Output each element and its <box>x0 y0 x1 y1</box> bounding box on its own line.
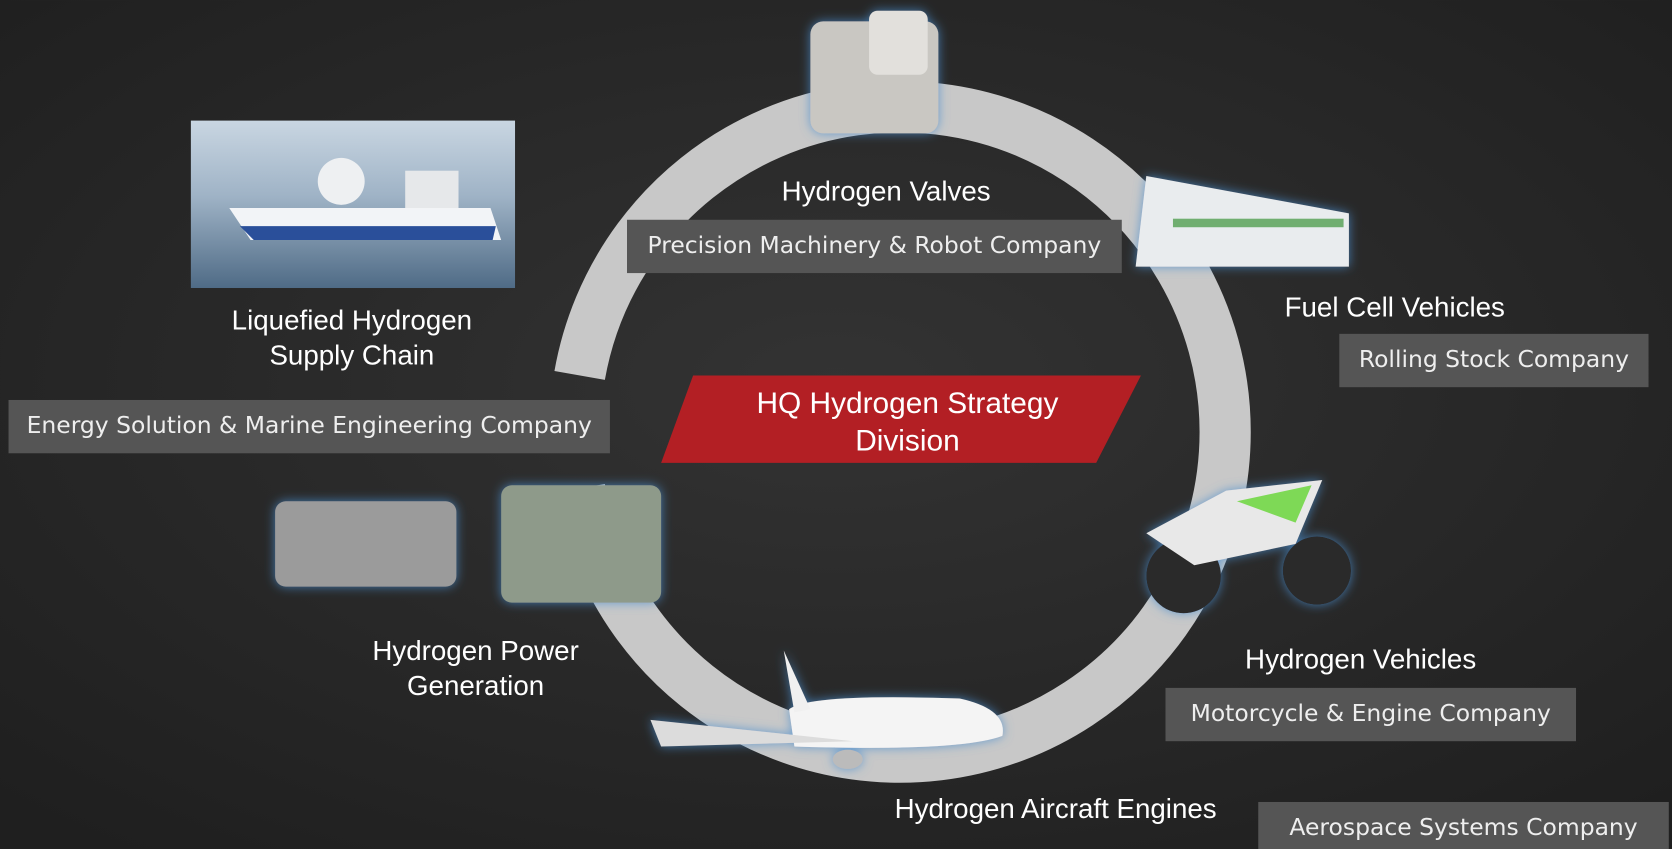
node-label: Fuel Cell Vehicles <box>1285 292 1505 323</box>
node-label: Supply Chain <box>269 340 434 371</box>
company-box <box>8 399 610 454</box>
company-box <box>1165 687 1577 742</box>
company-box <box>1258 801 1669 849</box>
center-title: Division <box>855 425 959 458</box>
ring <box>554 81 1251 783</box>
content: HQ Hydrogen Strategy Division Hydrogen Val… <box>8 175 1669 849</box>
ship-photo <box>190 120 516 289</box>
node-label: Hydrogen Valves <box>782 175 991 206</box>
node-label: Generation <box>407 670 544 701</box>
engine-images <box>275 485 662 603</box>
company-name: Motorcycle & Engine Company <box>1191 699 1551 727</box>
company-name: Energy Solution & Marine Engineering Com… <box>27 411 592 439</box>
company-box <box>627 219 1122 274</box>
company-name: Aerospace Systems Company <box>1289 813 1637 841</box>
center-title: HQ Hydrogen Strategy <box>756 387 1058 420</box>
company-name: Precision Machinery & Robot Company <box>648 231 1102 259</box>
motorcycle-image <box>1146 479 1352 614</box>
node-label: Hydrogen Power <box>372 635 578 666</box>
company-name: Rolling Stock Company <box>1359 345 1629 373</box>
train-image <box>1135 176 1349 267</box>
aircraft-image <box>650 650 1003 769</box>
node-label: Hydrogen Aircraft Engines <box>895 793 1217 824</box>
node-label: Hydrogen Vehicles <box>1245 644 1476 675</box>
company-box <box>1339 333 1649 388</box>
node-label: Liquefied Hydrogen <box>232 304 472 335</box>
center-banner <box>661 375 1141 463</box>
valve-image <box>810 10 939 134</box>
